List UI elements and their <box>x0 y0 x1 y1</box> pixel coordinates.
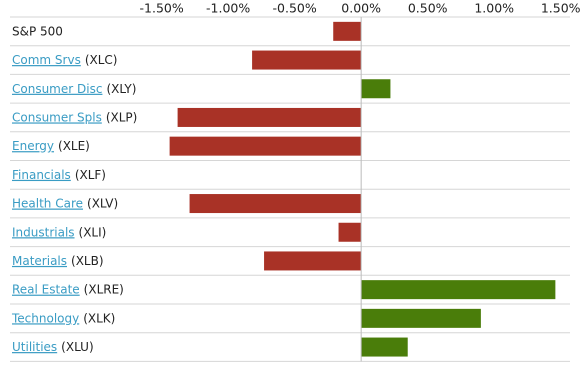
x-tick-label: -0.50% <box>273 1 317 16</box>
bar <box>264 251 362 271</box>
bar <box>338 222 362 242</box>
ticker: (XLV) <box>87 196 118 210</box>
category-label: Comm Srvs (XLC) <box>12 53 117 67</box>
bar <box>361 79 391 99</box>
category-label: Technology (XLK) <box>11 311 115 325</box>
bar <box>189 194 362 214</box>
ticker: (XLC) <box>85 53 118 67</box>
bar <box>333 21 362 41</box>
category-label: Financials (XLF) <box>12 167 106 181</box>
category-label: S&P 500 <box>12 24 63 38</box>
category-label: Materials (XLB) <box>12 253 104 267</box>
sector-link[interactable]: Health Care <box>12 196 83 210</box>
category-label: Health Care (XLV) <box>12 196 118 210</box>
ticker: (XLU) <box>61 340 93 354</box>
sector-link[interactable]: Technology <box>11 311 79 325</box>
sector-link[interactable]: Consumer Disc <box>12 81 102 95</box>
category-label: Consumer Disc (XLY) <box>12 81 136 95</box>
x-tick-label: 0.50% <box>408 1 448 16</box>
bar <box>361 280 556 300</box>
x-tick-label: 1.00% <box>474 1 514 16</box>
bar <box>169 136 362 156</box>
sector-link[interactable]: Financials <box>12 167 71 181</box>
bar <box>361 308 481 328</box>
ticker: (XLY) <box>106 81 136 95</box>
category-label: Industrials (XLI) <box>12 225 106 239</box>
ticker: (XLK) <box>83 311 115 325</box>
ticker: (XLRE) <box>84 282 124 296</box>
sector-link[interactable]: Comm Srvs <box>12 53 81 67</box>
sector-link[interactable]: Consumer Spls <box>12 110 102 124</box>
ticker: (XLB) <box>71 253 104 267</box>
ticker: (XLI) <box>79 225 107 239</box>
category-label: Utilities (XLU) <box>12 340 94 354</box>
sector-link[interactable]: Real Estate <box>12 282 80 296</box>
sector-link[interactable]: Utilities <box>12 340 57 354</box>
ticker: (XLE) <box>58 139 90 153</box>
ticker: (XLF) <box>75 167 106 181</box>
x-tick-label: 0.00% <box>341 1 381 16</box>
bar <box>177 107 362 127</box>
bar <box>252 50 362 70</box>
sector-link[interactable]: Industrials <box>12 225 75 239</box>
bar <box>361 337 408 357</box>
ticker: (XLP) <box>106 110 138 124</box>
x-tick-label: -1.00% <box>206 1 250 16</box>
category-name: S&P 500 <box>12 24 63 38</box>
x-tick-label: -1.50% <box>140 1 184 16</box>
category-label: Energy (XLE) <box>12 139 90 153</box>
category-label: Real Estate (XLRE) <box>12 282 124 296</box>
category-label: Consumer Spls (XLP) <box>12 110 137 124</box>
sector-link[interactable]: Materials <box>12 253 67 267</box>
sector-link[interactable]: Energy <box>12 139 54 153</box>
x-tick-label: 1.50% <box>541 1 580 16</box>
